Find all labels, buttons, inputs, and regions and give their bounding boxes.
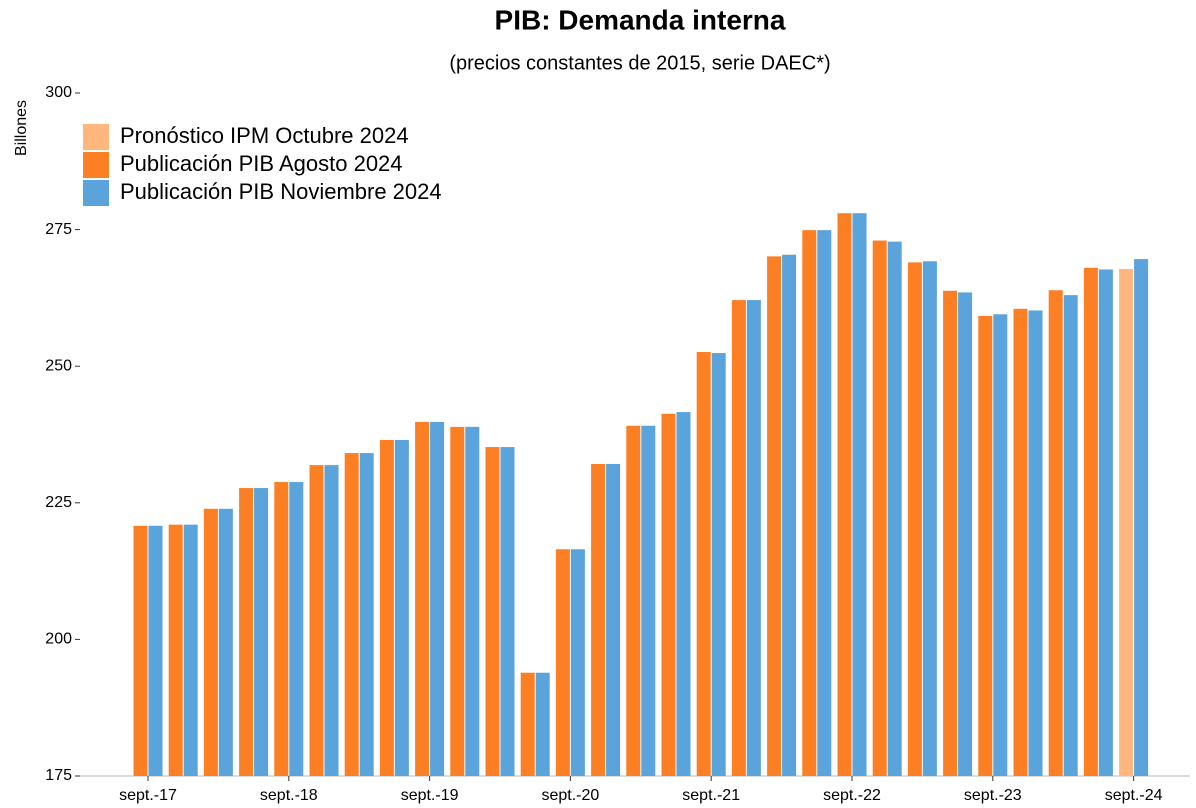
x-tick-label: sept.-18	[260, 787, 318, 804]
legend-label: Publicación PIB Agosto 2024	[120, 151, 403, 176]
bar	[203, 508, 218, 776]
bar	[218, 508, 233, 776]
y-tick-label: 275	[45, 221, 72, 238]
bar	[415, 421, 430, 776]
bar	[394, 439, 409, 776]
bar	[239, 488, 254, 776]
bar	[309, 465, 324, 776]
y-tick-label: 200	[45, 631, 72, 648]
bar	[465, 426, 480, 776]
bar	[500, 447, 515, 776]
y-tick-label: 300	[45, 84, 72, 101]
bar	[570, 549, 585, 776]
bar	[359, 453, 374, 776]
legend-label: Publicación PIB Noviembre 2024	[120, 179, 442, 204]
x-tick-label: sept.-24	[1105, 787, 1163, 804]
bar	[696, 351, 711, 776]
bar	[782, 254, 797, 777]
chart-subtitle: (precios constantes de 2015, serie DAEC*…	[449, 52, 830, 74]
bar	[606, 464, 621, 776]
bar	[767, 256, 782, 776]
bar	[746, 300, 761, 776]
bar	[852, 213, 867, 776]
bar	[872, 240, 887, 776]
bar	[978, 315, 993, 776]
legend-swatch	[83, 124, 109, 150]
legend-swatch	[83, 180, 109, 206]
bar	[1098, 269, 1113, 776]
bar	[676, 412, 691, 776]
bar	[254, 488, 269, 776]
bar	[520, 672, 535, 776]
legend-label: Pronóstico IPM Octubre 2024	[120, 123, 409, 148]
bar	[274, 482, 289, 776]
bar	[535, 672, 550, 776]
bar	[661, 413, 676, 776]
bar	[133, 525, 148, 776]
bar	[802, 230, 817, 777]
y-tick-label: 250	[45, 357, 72, 374]
bar	[344, 453, 359, 776]
bar	[485, 447, 500, 776]
bar	[1028, 310, 1043, 776]
chart-title: PIB: Demanda interna	[495, 4, 786, 35]
bar	[1134, 259, 1149, 776]
bar	[711, 353, 726, 776]
bar	[183, 524, 198, 776]
y-tick-label: 175	[45, 767, 72, 784]
x-tick-label: sept.-17	[119, 787, 177, 804]
bar	[324, 465, 339, 776]
bar	[289, 482, 304, 776]
bar	[1083, 267, 1098, 776]
x-tick-label: sept.-19	[401, 787, 459, 804]
bar	[837, 213, 852, 776]
bar	[907, 262, 922, 776]
bar	[817, 230, 832, 777]
x-tick-label: sept.-22	[823, 787, 881, 804]
bar	[1063, 295, 1078, 776]
x-tick-label: sept.-20	[541, 787, 599, 804]
x-tick-label: sept.-21	[682, 787, 740, 804]
bar	[641, 425, 656, 776]
bar	[943, 290, 958, 776]
bar	[958, 292, 973, 776]
bar	[993, 314, 1008, 776]
bar	[922, 261, 937, 776]
bar	[887, 241, 902, 777]
y-axis-label: Billones	[13, 100, 30, 156]
x-tick-label: sept.-23	[964, 787, 1022, 804]
bar	[168, 524, 183, 776]
legend-swatch	[83, 152, 109, 178]
bar	[555, 549, 570, 776]
bar	[591, 464, 606, 776]
bar	[379, 439, 394, 776]
bar	[450, 426, 465, 776]
bar	[1013, 308, 1028, 776]
bar	[1119, 268, 1134, 776]
bar	[148, 525, 163, 776]
bar	[430, 421, 445, 776]
bar	[1048, 290, 1063, 776]
bar	[626, 425, 641, 776]
bar	[731, 300, 746, 776]
y-tick-label: 225	[45, 494, 72, 511]
